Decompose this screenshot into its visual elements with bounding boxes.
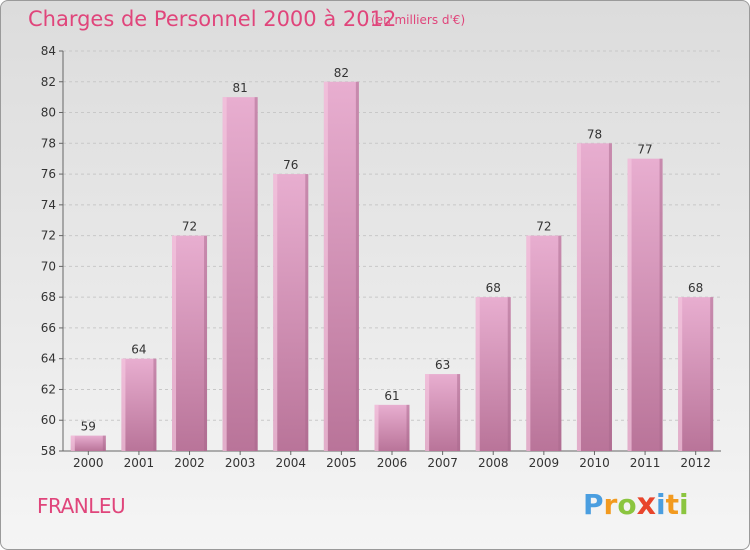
x-tick-label: 2001 bbox=[124, 456, 155, 470]
logo-letter: i bbox=[655, 488, 666, 521]
bar-highlight bbox=[70, 435, 75, 451]
bar-highlight bbox=[425, 374, 430, 451]
bar-highlight bbox=[576, 143, 581, 452]
logo-letter: r bbox=[603, 488, 618, 521]
data-label: 59 bbox=[81, 420, 96, 434]
bar-shade bbox=[608, 143, 612, 452]
data-label: 72 bbox=[536, 220, 551, 234]
logo-letter: o bbox=[617, 488, 637, 521]
bar bbox=[273, 174, 309, 452]
x-tick-label: 2006 bbox=[377, 456, 408, 470]
y-tick-label: 62 bbox=[41, 382, 56, 396]
bar bbox=[121, 358, 157, 451]
x-tick-label: 2011 bbox=[630, 456, 661, 470]
logo-letter: t bbox=[665, 488, 679, 521]
data-label: 63 bbox=[435, 358, 450, 372]
bar bbox=[172, 235, 208, 451]
bar-shade bbox=[507, 297, 511, 451]
bar bbox=[526, 235, 562, 451]
x-tick-label: 2009 bbox=[529, 456, 560, 470]
bars bbox=[70, 81, 714, 452]
y-tick-label: 80 bbox=[41, 106, 56, 120]
bar-highlight bbox=[172, 235, 177, 451]
data-label: 68 bbox=[486, 281, 501, 295]
x-tick-label: 2010 bbox=[579, 456, 610, 470]
y-tick-label: 72 bbox=[41, 229, 56, 243]
data-label: 61 bbox=[384, 389, 399, 403]
y-tick-label: 84 bbox=[41, 44, 56, 58]
bar-highlight bbox=[121, 358, 126, 451]
bar-shade bbox=[659, 158, 663, 451]
x-tick-label: 2003 bbox=[225, 456, 256, 470]
x-tick-label: 2004 bbox=[275, 456, 306, 470]
logo-letter: P bbox=[583, 488, 604, 521]
x-tick-label: 2008 bbox=[478, 456, 509, 470]
y-tick-label: 70 bbox=[41, 259, 56, 273]
chart-subtitle: (en milliers d'€) bbox=[371, 13, 466, 27]
bar bbox=[374, 404, 410, 451]
bar bbox=[425, 374, 461, 451]
logo-letter: i bbox=[678, 488, 689, 521]
labels: 58 60 62 64 66 68 70 72 74 76 78 80 82 84 59 2000 64 2001… bbox=[41, 44, 711, 470]
y-tick-label: 78 bbox=[41, 136, 56, 150]
data-label: 68 bbox=[688, 281, 703, 295]
bar-highlight bbox=[222, 97, 227, 452]
bar bbox=[323, 81, 359, 452]
data-label: 81 bbox=[233, 81, 248, 95]
data-label: 78 bbox=[587, 127, 602, 141]
bar-highlight bbox=[627, 158, 632, 451]
x-tick-label: 2002 bbox=[174, 456, 205, 470]
bar-shade bbox=[305, 174, 309, 452]
bar-shade bbox=[204, 235, 208, 451]
bar bbox=[576, 143, 612, 452]
bar-highlight bbox=[323, 81, 328, 452]
bar bbox=[222, 97, 258, 452]
y-tick-label: 68 bbox=[41, 290, 56, 304]
logo-letter: x bbox=[636, 487, 656, 522]
y-tick-label: 74 bbox=[41, 198, 56, 212]
bar-shade bbox=[558, 235, 562, 451]
bar-shade bbox=[254, 97, 258, 452]
chart-title: Charges de Personnel 2000 à 2012 bbox=[28, 7, 397, 31]
bar-shade bbox=[355, 81, 359, 452]
y-tick-label: 66 bbox=[41, 321, 56, 335]
bar-highlight bbox=[526, 235, 531, 451]
bar-shade bbox=[153, 358, 157, 451]
place-name: FRANLEU bbox=[37, 494, 126, 518]
y-tick-label: 82 bbox=[41, 75, 56, 89]
bar-highlight bbox=[678, 297, 683, 451]
y-tick-label: 76 bbox=[41, 167, 56, 181]
bar-highlight bbox=[374, 404, 379, 451]
proxiti-logo: Proxiti bbox=[583, 487, 689, 522]
y-tick-label: 60 bbox=[41, 413, 56, 427]
y-tick-label: 58 bbox=[41, 444, 56, 458]
bar-shade bbox=[457, 374, 461, 451]
bar-shade bbox=[710, 297, 714, 451]
x-tick-label: 2012 bbox=[680, 456, 711, 470]
x-tick-label: 2005 bbox=[326, 456, 357, 470]
bar bbox=[70, 435, 106, 451]
bar-shade bbox=[102, 435, 106, 451]
data-label: 82 bbox=[334, 66, 349, 80]
data-label: 72 bbox=[182, 220, 197, 234]
bar-highlight bbox=[273, 174, 278, 452]
bar-highlight bbox=[475, 297, 480, 451]
y-tick-label: 64 bbox=[41, 352, 56, 366]
bar bbox=[475, 297, 511, 451]
bar bbox=[627, 158, 663, 451]
data-label: 64 bbox=[131, 343, 146, 357]
x-tick-label: 2000 bbox=[73, 456, 104, 470]
data-label: 76 bbox=[283, 158, 298, 172]
x-tick-label: 2007 bbox=[427, 456, 458, 470]
bar-shade bbox=[406, 404, 410, 451]
bar bbox=[678, 297, 714, 451]
data-label: 77 bbox=[637, 143, 652, 157]
